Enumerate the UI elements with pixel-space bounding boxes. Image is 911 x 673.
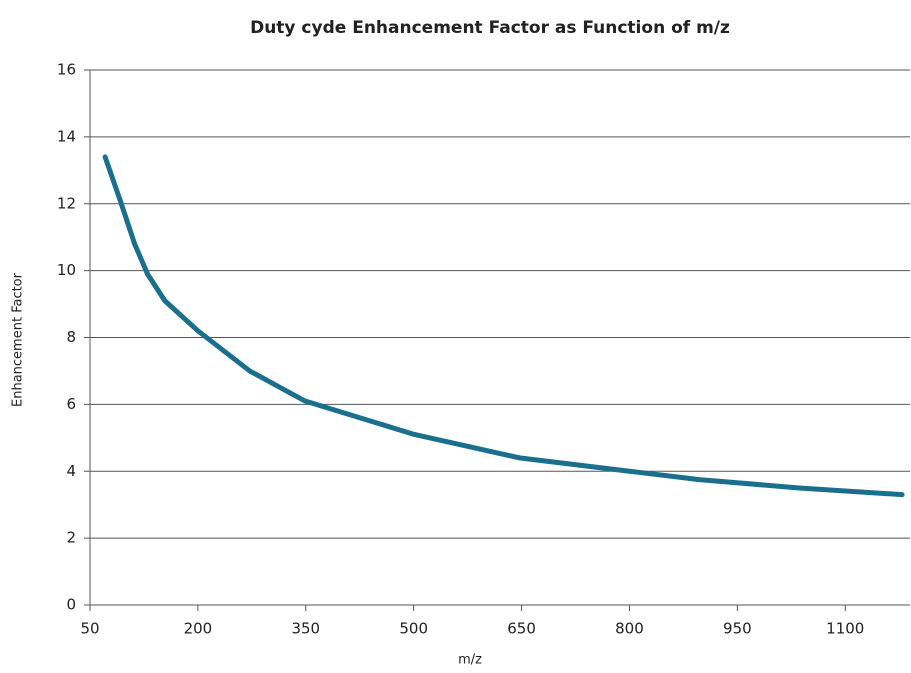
y-tick-label: 8 bbox=[66, 328, 76, 346]
x-tick-label: 500 bbox=[399, 620, 428, 638]
x-axis-label: m/z bbox=[458, 653, 482, 668]
x-tick-label: 800 bbox=[615, 620, 644, 638]
y-tick-label: 12 bbox=[57, 194, 76, 212]
x-tick-label: 650 bbox=[507, 620, 536, 638]
x-tick-label: 1100 bbox=[826, 620, 864, 638]
y-axis-label: Enhancement Factor bbox=[11, 272, 26, 407]
y-tick-label: 16 bbox=[57, 61, 76, 79]
x-tick-label: 50 bbox=[80, 620, 99, 638]
chart-title: Duty cyde Enhancement Factor as Function… bbox=[250, 18, 730, 38]
x-tick-label: 950 bbox=[723, 620, 752, 638]
y-tick-label: 10 bbox=[57, 261, 76, 279]
y-tick-label: 0 bbox=[66, 596, 76, 614]
y-tick-label: 4 bbox=[66, 462, 76, 480]
x-tick-label: 200 bbox=[184, 620, 213, 638]
y-tick-label: 2 bbox=[66, 529, 76, 547]
y-tick-label: 14 bbox=[57, 127, 76, 145]
x-tick-label: 350 bbox=[291, 620, 320, 638]
y-tick-label: 6 bbox=[66, 395, 76, 413]
data-line bbox=[102, 154, 905, 498]
